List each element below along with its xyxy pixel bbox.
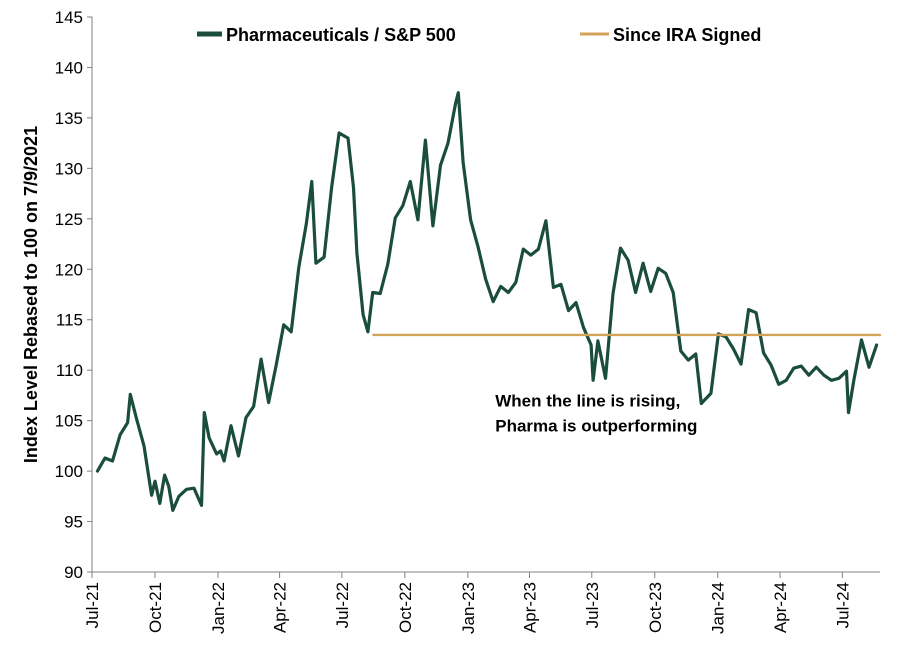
y-tick-label: 140 — [55, 58, 83, 77]
x-tick-label: Apr-22 — [271, 582, 290, 633]
x-tick-label: Jul-23 — [583, 582, 602, 628]
y-tick-label: 125 — [55, 210, 83, 229]
x-tick-label: Apr-23 — [520, 582, 539, 633]
x-tick-label: Jan-24 — [709, 582, 728, 634]
x-tick-label: Jan-23 — [459, 582, 478, 634]
annotation-text: Pharma is outperforming — [495, 417, 697, 436]
x-tick-label: Oct-23 — [646, 582, 665, 633]
y-tick-label: 120 — [55, 260, 83, 279]
x-tick-label: Jul-22 — [333, 582, 352, 628]
y-tick-label: 110 — [56, 361, 83, 380]
y-tick-label: 135 — [55, 109, 83, 128]
pharma-ratio-line — [95, 91, 879, 512]
y-tick-label: 90 — [64, 563, 83, 582]
y-axis-title: Index Level Rebased to 100 on 7/9/2021 — [21, 126, 41, 463]
y-tick-label: 115 — [56, 311, 83, 330]
x-tick-label: Jul-21 — [83, 582, 102, 628]
annotation-text: When the line is rising, — [495, 392, 680, 411]
y-tick-label: 130 — [55, 159, 83, 178]
x-axis: Jul-21 Oct-21 Jan-22 Apr-22 Jul-22 Oct-22 Jan-… — [83, 571, 880, 634]
x-tick-label: Jan-22 — [209, 582, 228, 634]
y-tick-label: 95 — [64, 513, 83, 532]
y-tick-label: 100 — [55, 462, 83, 481]
annotations: When the line is rising, Pharma is outper… — [495, 392, 697, 436]
y-axis: 90 95 100 105 110 115 120 125 130 135 140 145 Index … — [21, 8, 93, 582]
y-tick-label: 105 — [55, 412, 83, 431]
x-tick-label: Oct-22 — [396, 582, 415, 633]
legend-label: Since IRA Signed — [613, 25, 761, 45]
legend-label: Pharmaceuticals / S&P 500 — [226, 25, 456, 45]
legend: Pharmaceuticals / S&P 500 Since IRA Signe… — [197, 25, 761, 45]
x-tick-label: Apr-24 — [771, 582, 790, 633]
x-tick-label: Jul-24 — [833, 582, 852, 628]
y-tick-label: 145 — [55, 8, 83, 27]
x-tick-label: Oct-21 — [146, 582, 165, 633]
series-layer — [95, 91, 882, 512]
